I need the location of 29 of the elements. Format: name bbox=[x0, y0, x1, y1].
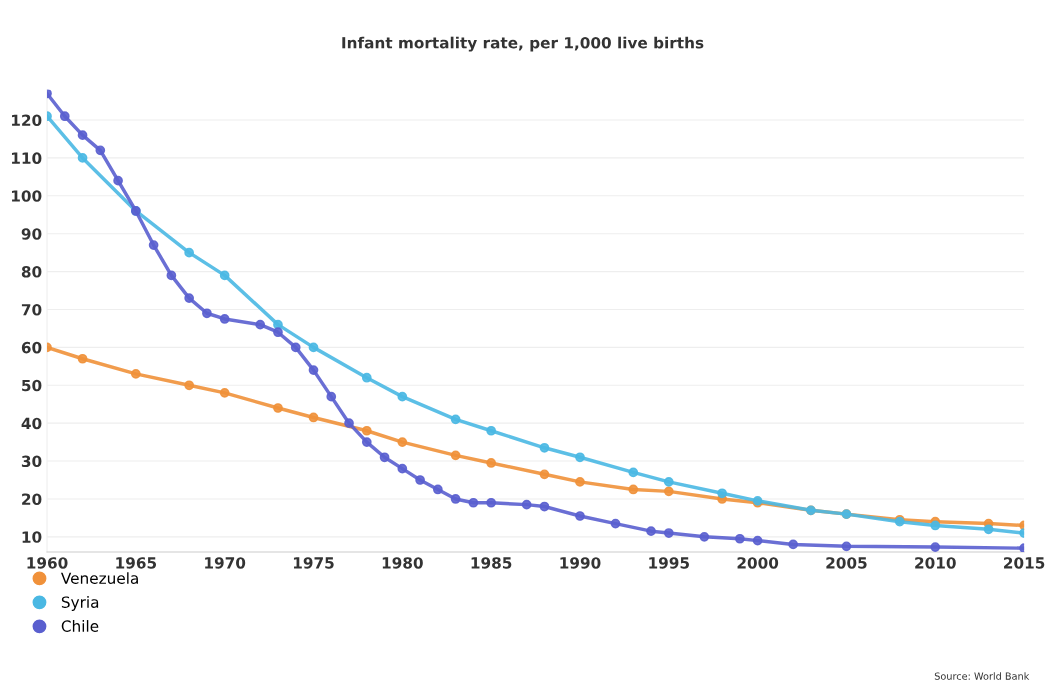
x-tick-label: 1970 bbox=[205, 557, 246, 569]
x-tick-label: 1975 bbox=[293, 557, 334, 569]
y-tick-label: 80 bbox=[21, 266, 42, 278]
y-tick-label: 70 bbox=[21, 303, 42, 316]
y-tick-label: 40 bbox=[21, 417, 42, 430]
legend-label: Chile bbox=[61, 620, 99, 632]
x-tick-label: 2000 bbox=[737, 557, 779, 569]
x-tick-label: 1990 bbox=[560, 557, 601, 569]
y-tick-label: 30 bbox=[21, 455, 42, 468]
y-tick-label: 110 bbox=[12, 152, 42, 164]
y-tick-label: 10 bbox=[22, 531, 42, 543]
y-tick-label: 120 bbox=[12, 114, 42, 127]
legend-label: Syria bbox=[61, 596, 99, 611]
chart-title: Infant mortality rate, per 1,000 live births bbox=[342, 36, 704, 52]
source-note: Source: World Bank bbox=[934, 672, 1030, 680]
y-tick-label: 60 bbox=[21, 341, 42, 354]
x-tick-label: 1995 bbox=[649, 557, 689, 569]
x-tick-label: 1985 bbox=[471, 557, 512, 569]
y-tick-label: 20 bbox=[22, 493, 42, 505]
x-tick-label: 2005 bbox=[826, 557, 867, 569]
x-tick-label: 1960 bbox=[27, 557, 68, 569]
x-tick-label: 1965 bbox=[116, 557, 157, 569]
y-tick-label: 50 bbox=[22, 379, 42, 392]
x-tick-label: 2015 bbox=[1004, 557, 1045, 569]
y-tick-label: 90 bbox=[21, 228, 42, 240]
legend-label: Venezuela bbox=[60, 572, 138, 584]
x-tick-label: 2010 bbox=[915, 557, 956, 569]
y-tick-label: 100 bbox=[12, 190, 42, 202]
x-tick-label: 1980 bbox=[382, 557, 423, 569]
